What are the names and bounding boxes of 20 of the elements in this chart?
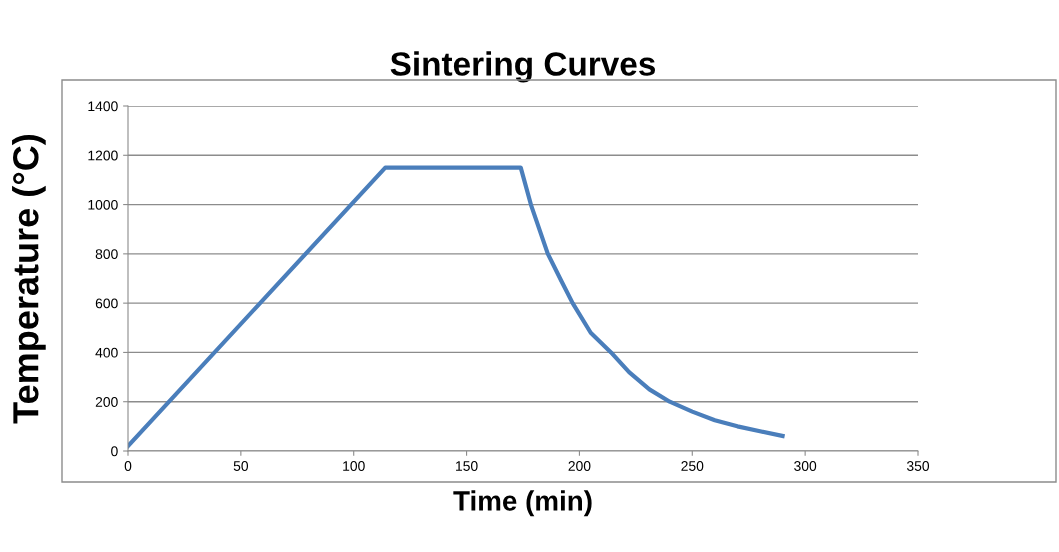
line-series <box>128 165 785 449</box>
y-tick-label: 600 <box>95 298 118 309</box>
y-tick-label: 1000 <box>88 199 118 210</box>
y-tick-label: 0 <box>111 446 118 457</box>
y-tick-label: 400 <box>95 347 118 358</box>
x-tick-label: 200 <box>568 461 591 471</box>
y-tick-label: 200 <box>95 397 118 407</box>
x-tick-label: 150 <box>456 461 478 471</box>
x-axis-title: Time (min) <box>453 490 592 517</box>
y-tick-label: 1200 <box>88 150 118 161</box>
y-tick-label: 800 <box>95 249 118 260</box>
x-tick-label: 0 <box>124 461 132 471</box>
x-tick-label: 300 <box>794 461 817 471</box>
y-tick-label: 1400 <box>88 101 118 112</box>
x-tick-label: 100 <box>343 461 365 471</box>
x-tick-label: 50 <box>233 461 249 471</box>
chart-title: Sintering Curves <box>390 51 656 83</box>
x-tick-label: 250 <box>681 461 704 471</box>
x-tick-label: 350 <box>906 461 930 471</box>
y-axis-title: Temperature (°C) <box>12 134 46 424</box>
